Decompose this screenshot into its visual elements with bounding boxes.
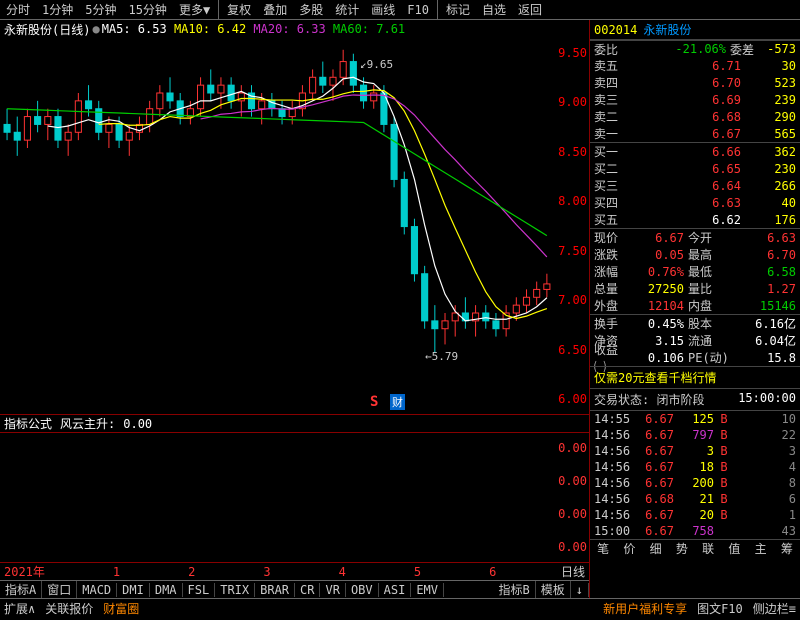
indicator-tabs: 指标A窗口MACDDMIDMAFSLTRIXBRARCRVROBVASIEMV 指…: [0, 580, 589, 598]
indicator-tab[interactable]: MACD: [77, 583, 117, 597]
ask-book: 卖五6.7130卖四6.70523卖三6.69239卖二6.68290卖一6.6…: [590, 57, 800, 142]
tick-row: 14:566.6718B4: [590, 459, 800, 475]
orderbook-row: 卖二6.68290: [590, 108, 800, 125]
marker-cai: 财: [390, 394, 405, 410]
orderbook-row: 卖五6.7130: [590, 57, 800, 74]
price-low-label: ←5.79: [425, 350, 458, 363]
trade-status: 交易状态: 闭市阶段 15:00:00: [590, 389, 800, 411]
indicator-tab[interactable]: 模板: [536, 581, 571, 598]
orderbook-row: 买三6.64266: [590, 177, 800, 194]
indicator-tab[interactable]: FSL: [183, 583, 216, 597]
stat-row: 现价6.67今开6.63: [590, 229, 800, 246]
toolbar-btn[interactable]: 自选: [476, 1, 512, 18]
toolbar-btn[interactable]: 叠加: [257, 1, 293, 18]
right-tab[interactable]: 值: [728, 540, 740, 557]
tick-row: 14:566.67797B22: [590, 427, 800, 443]
toolbar-btn[interactable]: 返回: [512, 1, 548, 18]
stat-row: 涨跌0.05最高6.70: [590, 246, 800, 263]
right-tab[interactable]: 筹: [781, 540, 793, 557]
indicator-tab[interactable]: OBV: [346, 583, 379, 597]
orderbook-row: 买一6.66362: [590, 143, 800, 160]
toolbar-btn[interactable]: 15分钟: [122, 1, 172, 18]
toolbar-btn[interactable]: 标记: [440, 1, 476, 18]
indicator-chart[interactable]: 0.000.000.000.00: [0, 432, 589, 562]
stock-code[interactable]: 002014: [594, 23, 637, 37]
toolbar-btn[interactable]: 统计: [329, 1, 365, 18]
tick-list: 14:556.67125B1014:566.67797B2214:566.673…: [590, 411, 800, 539]
indicator-tab[interactable]: DMI: [117, 583, 150, 597]
quote-panel: 002014 永新股份 委比 -21.06% 委差 -573 卖五6.7130卖…: [590, 20, 800, 598]
indicator-tab[interactable]: VR: [320, 583, 345, 597]
toolbar-btn[interactable]: 分时: [0, 1, 36, 18]
toolbar-btn[interactable]: 1分钟: [36, 1, 79, 18]
orderbook-row: 卖一6.67565: [590, 125, 800, 142]
right-tab[interactable]: 势: [676, 540, 688, 557]
right-tab[interactable]: 细: [650, 540, 662, 557]
tick-row: 14:556.67125B10: [590, 411, 800, 427]
indicator-tab[interactable]: EMV: [411, 583, 444, 597]
indicator-tab[interactable]: 指标A: [0, 581, 42, 598]
stock-header: 002014 永新股份: [590, 20, 800, 40]
price-high-label: ↙9.65: [360, 58, 393, 71]
stats-block: 现价6.67今开6.63涨跌0.05最高6.70涨幅0.76%最低6.58总量2…: [590, 228, 800, 314]
right-tab[interactable]: 笔: [597, 540, 609, 557]
orderbook-row: 卖四6.70523: [590, 74, 800, 91]
chart-header: 永新股份(日线) ● MA5: 6.53 MA10: 6.42 MA20: 6.…: [0, 20, 589, 38]
right-tab[interactable]: 联: [702, 540, 714, 557]
indicator-tab[interactable]: DMA: [150, 583, 183, 597]
indicator-tab[interactable]: BRAR: [255, 583, 295, 597]
candlestick-chart[interactable]: 9.509.008.508.007.507.006.506.00 ↙9.65 ←…: [0, 38, 589, 414]
toolbar-btn[interactable]: 复权: [221, 1, 257, 18]
promo-banner[interactable]: 仅需20元查看千档行情: [590, 366, 800, 389]
toolbar-btn[interactable]: 画线: [365, 1, 401, 18]
orderbook-row: 买二6.65230: [590, 160, 800, 177]
top-toolbar: 分时1分钟5分钟15分钟更多▼ 复权叠加多股统计画线F10 标记自选返回: [0, 0, 800, 20]
indicator-header: 指标公式 风云主升: 0.00: [0, 414, 589, 432]
toolbar-btn[interactable]: 多股: [293, 1, 329, 18]
right-tab[interactable]: 价: [623, 540, 635, 557]
stat-row: 涨幅0.76%最低6.58: [590, 263, 800, 280]
right-tab[interactable]: 主: [755, 540, 767, 557]
weibi-row: 委比 -21.06% 委差 -573: [590, 40, 800, 57]
orderbook-row: 卖三6.69239: [590, 91, 800, 108]
bid-book: 买一6.66362买二6.65230买三6.64266买四6.6340买五6.6…: [590, 142, 800, 228]
chart-panel: 永新股份(日线) ● MA5: 6.53 MA10: 6.42 MA20: 6.…: [0, 20, 590, 598]
indicator-tab[interactable]: CR: [295, 583, 320, 597]
right-tabs: 笔价细势联值主筹: [590, 539, 800, 557]
indicator-tab[interactable]: 窗口: [42, 581, 77, 598]
tick-row: 14:566.67200B8: [590, 475, 800, 491]
bottom-bar: 扩展∧关联报价财富圈新用户福利专享图文F10侧边栏≡: [0, 598, 800, 618]
toolbar-btn[interactable]: F10: [401, 3, 435, 17]
indicator-tab[interactable]: TRIX: [215, 583, 255, 597]
marker-s: S: [370, 394, 378, 410]
toolbar-btn[interactable]: 更多▼: [173, 1, 216, 18]
x-axis: 2021年123456日线: [0, 562, 589, 580]
stock-name[interactable]: 永新股份: [643, 21, 691, 38]
indicator-tab[interactable]: 指标B: [494, 581, 536, 598]
chart-title: 永新股份(日线): [4, 21, 90, 38]
indicator-tab[interactable]: ASI: [379, 583, 412, 597]
stat-row: 总量27250量比1.27: [590, 280, 800, 297]
stat-row: 收益㈠0.106PE(动)15.8: [590, 349, 800, 366]
toolbar-btn[interactable]: 5分钟: [79, 1, 122, 18]
orderbook-row: 买四6.6340: [590, 194, 800, 211]
orderbook-row: 买五6.62176: [590, 211, 800, 228]
stat-row: 换手0.45%股本6.16亿: [590, 315, 800, 332]
stats-block-2: 换手0.45%股本6.16亿净资3.15流通6.04亿收益㈠0.106PE(动)…: [590, 314, 800, 366]
tick-row: 14:566.673B3: [590, 443, 800, 459]
tick-row: 14:566.6821B6: [590, 491, 800, 507]
indicator-tab[interactable]: ↓: [571, 583, 589, 597]
stat-row: 外盘12104内盘15146: [590, 297, 800, 314]
tick-row: 15:006.6775843: [590, 523, 800, 539]
y-axis: 9.509.008.508.007.507.006.506.00: [552, 38, 587, 414]
tick-row: 14:566.6720B1: [590, 507, 800, 523]
